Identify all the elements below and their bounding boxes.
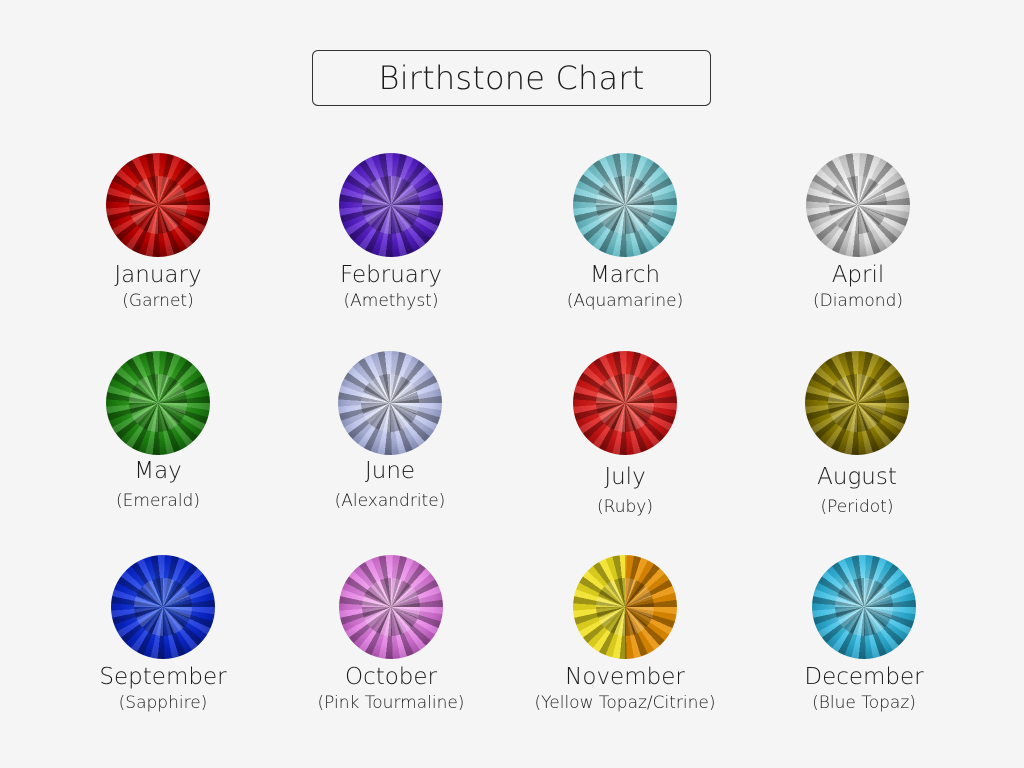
gem-image: [573, 351, 677, 455]
month-label: September: [99, 664, 227, 690]
stone-label: (Blue Topaz): [812, 693, 916, 713]
birthstone-october: October (Pink Tourmaline): [271, 555, 511, 715]
stone-label: (Alexandrite): [334, 491, 446, 511]
birthstone-february: February (Amethyst): [271, 153, 511, 313]
stone-label: (Peridot): [820, 497, 894, 517]
birthstone-march: March (Aquamarine): [505, 153, 745, 313]
month-label: December: [804, 664, 924, 690]
gem-image: [573, 153, 677, 257]
gem-image: [106, 153, 210, 257]
birthstone-may: May (Emerald): [38, 351, 278, 513]
month-label: May: [134, 458, 182, 484]
month-label: August: [817, 464, 897, 490]
stone-label: (Aquamarine): [566, 291, 684, 311]
stone-label: (Pink Tourmaline): [317, 693, 465, 713]
stone-label: (Emerald): [116, 491, 200, 511]
gem-image: [106, 351, 210, 455]
stone-label: (Garnet): [122, 291, 194, 311]
stone-label: (Amethyst): [343, 291, 439, 311]
gem-image: [805, 351, 909, 455]
month-label: July: [604, 464, 646, 490]
month-label: November: [565, 664, 685, 690]
birthstone-december: December (Blue Topaz): [744, 555, 984, 715]
gem-image: [812, 555, 916, 659]
gem-image: [573, 555, 677, 659]
stone-label: (Yellow Topaz/Citrine): [534, 693, 716, 713]
birthstone-november: November (Yellow Topaz/Citrine): [505, 555, 745, 715]
month-label: March: [589, 262, 661, 288]
gem-image: [339, 153, 443, 257]
stone-label: (Ruby): [597, 497, 653, 517]
gem-image: [111, 555, 215, 659]
birthstone-june: June (Alexandrite): [270, 351, 510, 513]
stone-label: (Diamond): [812, 291, 904, 311]
month-label: January: [114, 262, 202, 288]
stone-label: (Sapphire): [118, 693, 208, 713]
gem-image: [338, 351, 442, 455]
birthstone-july: July (Ruby): [505, 351, 745, 519]
birthstone-april: April (Diamond): [738, 153, 978, 313]
gem-image: [339, 555, 443, 659]
month-label: June: [364, 458, 416, 484]
birthstone-january: January (Garnet): [38, 153, 278, 313]
chart-title: Birthstone Chart: [312, 50, 711, 106]
birthstone-september: September (Sapphire): [43, 555, 283, 715]
month-label: April: [831, 262, 885, 288]
birthstone-august: August (Peridot): [737, 351, 977, 519]
gem-image: [806, 153, 910, 257]
month-label: February: [340, 262, 442, 288]
month-label: October: [344, 664, 438, 690]
